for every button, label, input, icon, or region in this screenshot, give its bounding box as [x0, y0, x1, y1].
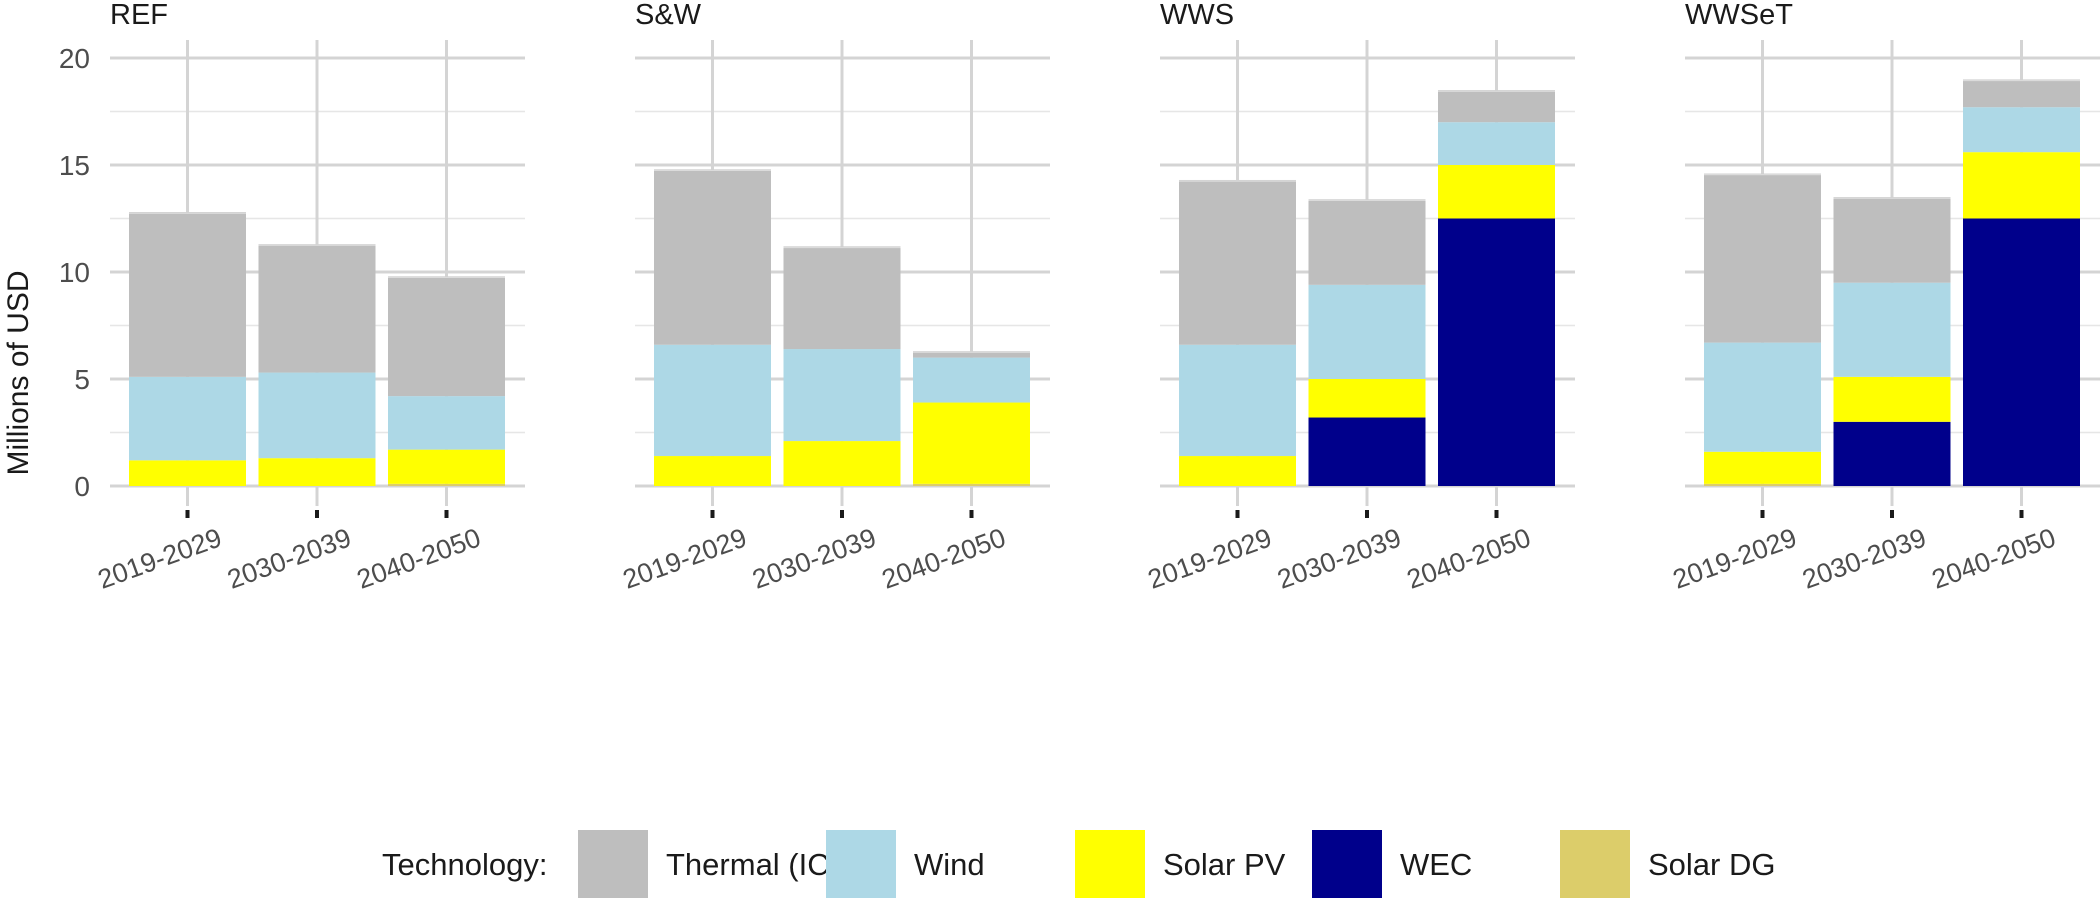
x-tick-label: 2019-2029 [94, 522, 226, 594]
bar-segment-wind [913, 357, 1030, 403]
legend-label: Solar DG [1648, 847, 1775, 882]
bar-2040-2050 [913, 351, 1030, 486]
bar-segment-thermal-ice [913, 351, 1030, 358]
bar-segment-solar-pv [388, 449, 505, 484]
x-tick-label: 2030-2039 [223, 522, 355, 594]
chart-panels: 05101520REF2019-20292030-20392040-2050S&… [59, 0, 2100, 595]
legend-label: Wind [914, 847, 985, 882]
y-tick-label: 20 [59, 43, 90, 74]
bar-segment-solar-pv [129, 460, 246, 486]
x-tick-label: 2030-2039 [748, 522, 880, 594]
bar-segment-thermal-ice [654, 169, 771, 345]
facet-title: S&W [635, 0, 702, 31]
bar-segment-thermal-ice [129, 212, 246, 377]
facet-title: WWS [1160, 0, 1234, 31]
legend-title: Technology: [382, 847, 547, 882]
bar-segment-wind [258, 372, 376, 459]
bar-segment-solar-pv [1704, 451, 1821, 484]
bar-2030-2039 [1308, 199, 1426, 486]
bar-segment-solar-pv [913, 402, 1030, 484]
x-tick-label: 2040-2050 [353, 522, 485, 594]
legend-item-solar-dg: Solar DG [1560, 830, 1775, 898]
bar-segment-solar-pv [654, 456, 771, 486]
legend-item-thermal-ice: Thermal (ICE) [578, 830, 861, 898]
legend: Technology: Thermal (ICE) Wind Solar PV WEC S… [382, 830, 1775, 898]
bar-segment-wind [783, 349, 901, 442]
x-tick-label: 2040-2050 [1928, 522, 2060, 594]
bar-2030-2039 [258, 244, 376, 486]
bar-segment-solar-pv [1308, 379, 1426, 418]
bar-segment-thermal-ice [1308, 199, 1426, 285]
bar-segment-wind [1179, 344, 1296, 457]
bar-segment-wec [1438, 218, 1555, 486]
bar-2019-2029 [129, 212, 246, 486]
bar-segment-wec [1833, 421, 1951, 486]
bar-segment-thermal-ice [783, 246, 901, 350]
legend-swatch [1075, 830, 1145, 898]
bar-2019-2029 [1179, 179, 1296, 486]
bar-segment-thermal-ice [1438, 90, 1555, 123]
bar-segment-thermal-ice [258, 244, 376, 373]
bar-2030-2039 [1833, 197, 1951, 486]
bar-segment-solar-dg [388, 483, 505, 486]
bar-segment-solar-pv [258, 458, 376, 486]
legend-label: WEC [1400, 847, 1472, 882]
legend-item-solar-pv: Solar PV [1075, 830, 1286, 898]
y-tick-label: 15 [59, 150, 90, 181]
bar-segment-solar-pv [1179, 456, 1296, 486]
bar-segment-wind [1704, 342, 1821, 452]
legend-swatch [1312, 830, 1382, 898]
bar-segment-solar-pv [783, 441, 901, 486]
bar-segment-solar-dg [1704, 483, 1821, 486]
y-axis-title: Millions of USD [2, 270, 35, 475]
bar-segment-thermal-ice [1704, 173, 1821, 343]
bar-segment-solar-dg [913, 483, 1030, 486]
bar-segment-thermal-ice [1963, 79, 2080, 108]
legend-swatch [826, 830, 896, 898]
bar-segment-wind [129, 376, 246, 461]
bar-segment-thermal-ice [388, 276, 505, 397]
x-tick-label: 2040-2050 [1403, 522, 1535, 594]
facet-title: REF [110, 0, 168, 31]
x-tick-label: 2040-2050 [878, 522, 1010, 594]
bar-segment-thermal-ice [1833, 197, 1951, 283]
bar-2019-2029 [654, 169, 771, 486]
x-tick-label: 2030-2039 [1273, 522, 1405, 594]
bar-segment-wind [1308, 284, 1426, 379]
x-tick-label: 2030-2039 [1798, 522, 1930, 594]
y-tick-label: 5 [74, 364, 90, 395]
bar-2040-2050 [1438, 90, 1555, 486]
bar-segment-wind [1833, 282, 1951, 377]
bar-2040-2050 [1963, 79, 2080, 486]
legend-swatch [578, 830, 648, 898]
bar-segment-wind [1963, 107, 2080, 153]
bar-segment-wec [1308, 417, 1426, 486]
x-tick-label: 2019-2029 [619, 522, 751, 594]
bar-2040-2050 [388, 276, 505, 486]
legend-swatch [1560, 830, 1630, 898]
bar-segment-solar-pv [1963, 152, 2080, 219]
x-tick-label: 2019-2029 [1144, 522, 1276, 594]
facet-title: WWSeT [1685, 0, 1793, 31]
bar-segment-solar-pv [1438, 165, 1555, 219]
bar-2030-2039 [783, 246, 901, 486]
bar-2019-2029 [1704, 173, 1821, 486]
y-tick-label: 10 [59, 257, 90, 288]
bar-segment-solar-pv [1833, 376, 1951, 422]
legend-label: Solar PV [1163, 847, 1286, 882]
bar-segment-wind [1438, 122, 1555, 165]
bar-segment-thermal-ice [1179, 179, 1296, 345]
bar-segment-wec [1963, 218, 2080, 486]
bar-segment-wind [388, 396, 505, 450]
legend-item-wind: Wind [826, 830, 985, 898]
y-tick-label: 0 [74, 471, 90, 502]
legend-item-wec: WEC [1312, 830, 1472, 898]
bar-segment-wind [654, 344, 771, 457]
x-tick-label: 2019-2029 [1669, 522, 1801, 594]
